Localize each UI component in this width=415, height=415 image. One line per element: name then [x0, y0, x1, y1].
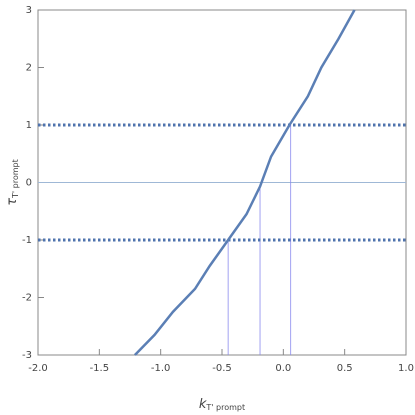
x-tick-label: -0.5 — [212, 363, 232, 374]
y-tick-label: -2 — [22, 293, 32, 304]
x-label-sub: T' prompt — [205, 403, 245, 412]
y-tick-label: -1 — [22, 235, 32, 246]
x-tick-label: -1.5 — [90, 363, 110, 374]
x-axis-label: kT' prompt — [199, 397, 245, 412]
x-tick-label: 1.0 — [398, 363, 414, 374]
x-tick-label: -1.0 — [151, 363, 171, 374]
y-tick-label: 1 — [26, 120, 32, 131]
x-tick-label: 0.0 — [275, 363, 291, 374]
data-line — [134, 9, 356, 356]
x-tick-label: 0.5 — [337, 363, 353, 374]
x-tick-label: -2.0 — [28, 363, 48, 374]
y-tick-label: -3 — [22, 350, 32, 361]
y-label-main: τ — [5, 198, 20, 206]
y-tick-label: 2 — [26, 63, 32, 74]
y-tick-label: 0 — [26, 178, 32, 189]
y-label-sub: T' prompt — [11, 159, 20, 199]
y-tick-label: 3 — [26, 5, 32, 16]
y-axis-label: τT' prompt — [5, 159, 20, 206]
x-label-main: k — [199, 397, 207, 412]
